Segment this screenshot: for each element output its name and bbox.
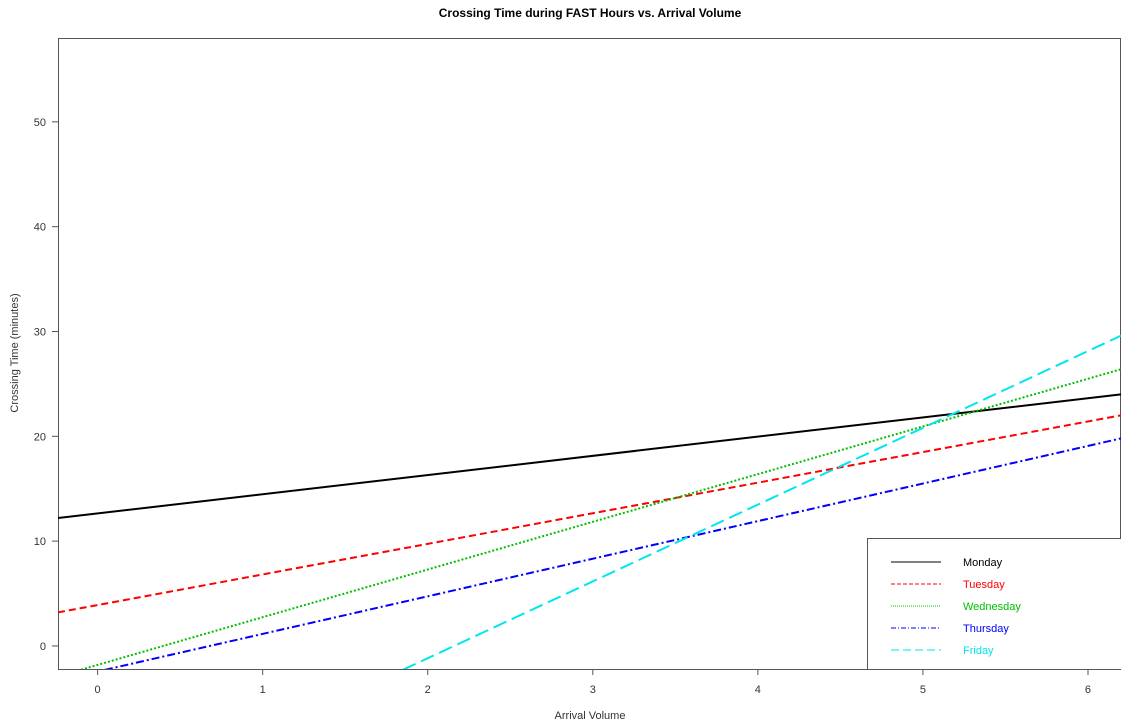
x-axis: 0 1 2 3 4 5 6 [95,669,1091,696]
x-tick-label: 2 [425,684,431,696]
x-tick-label: 6 [1085,684,1091,696]
y-tick-label: 10 [34,536,46,548]
chart-title: Crossing Time during FAST Hours vs. Arri… [439,6,742,20]
series-line-monday [58,393,1121,520]
y-tick-label: 50 [34,117,46,129]
legend-label-wednesday: Wednesday [963,601,1021,613]
series-line-thursday [104,437,1121,669]
legend-label-thursday: Thursday [963,623,1009,635]
series-lines [58,334,1121,669]
x-tick-label: 1 [260,684,266,696]
y-tick-label: 0 [40,641,46,653]
y-axis: 0 10 20 30 40 50 [34,117,58,653]
series-line-friday [402,334,1121,669]
x-tick-label: 5 [920,684,926,696]
x-axis-label: Arrival Volume [555,710,626,722]
series-line-wednesday [79,368,1121,669]
legend-label-friday: Friday [963,645,994,657]
legend: Monday Tuesday Wednesday Thursday Friday [867,538,1121,670]
series-line-tuesday [58,414,1121,614]
y-tick-label: 30 [34,326,46,338]
y-tick-label: 20 [34,431,46,443]
x-tick-label: 0 [95,684,101,696]
y-tick-label: 40 [34,222,46,234]
y-axis-label: Crossing Time (minutes) [9,293,21,412]
x-tick-label: 3 [590,684,596,696]
legend-label-monday: Monday [963,557,1003,569]
x-tick-label: 4 [755,684,761,696]
legend-box [867,538,1121,670]
legend-label-tuesday: Tuesday [963,579,1005,591]
